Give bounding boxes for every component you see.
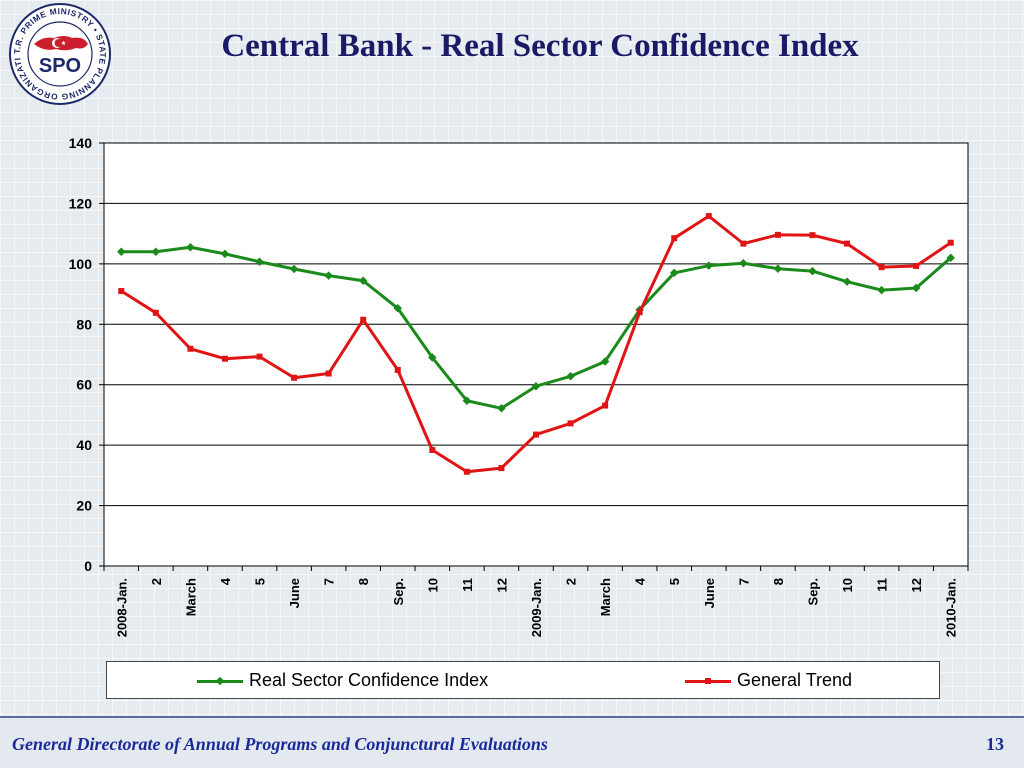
data-point [533, 432, 539, 438]
y-tick-label: 100 [69, 256, 93, 272]
x-tick-label: 7 [736, 578, 751, 585]
data-point [360, 317, 366, 323]
footer-text: General Directorate of Annual Programs a… [12, 734, 548, 755]
footer-bar: General Directorate of Annual Programs a… [0, 718, 1024, 768]
data-point [706, 213, 712, 219]
data-point [775, 232, 781, 238]
y-tick-label: 60 [76, 377, 92, 393]
x-tick-label: 4 [633, 577, 648, 585]
chart-legend: Real Sector Confidence Index General Tre… [106, 661, 940, 699]
x-tick-label: 5 [667, 578, 682, 585]
x-tick-label: 2 [149, 578, 164, 585]
x-tick-label: 2009-Jan. [529, 578, 544, 637]
data-point [326, 371, 332, 377]
data-point [948, 240, 954, 246]
data-point [153, 310, 159, 316]
data-point [429, 447, 435, 453]
x-tick-label: March [598, 578, 613, 616]
data-point [291, 375, 297, 381]
y-tick-label: 140 [69, 135, 93, 151]
data-point [637, 309, 643, 315]
data-point [257, 354, 263, 360]
data-point [879, 264, 885, 270]
data-point [187, 346, 193, 352]
x-tick-label: 12 [909, 578, 924, 592]
x-tick-label: 11 [875, 578, 890, 592]
legend-swatch-red [685, 676, 731, 686]
y-tick-label: 120 [69, 195, 93, 211]
x-tick-label: Sep. [391, 578, 406, 605]
data-point [118, 288, 124, 294]
legend-label-rsci: Real Sector Confidence Index [249, 670, 488, 691]
data-point [913, 263, 919, 269]
x-tick-label: 2010-Jan. [944, 578, 959, 637]
data-point [568, 420, 574, 426]
data-point [602, 403, 608, 409]
x-tick-label: 2008-Jan. [114, 578, 129, 637]
data-point [222, 356, 228, 362]
x-axis-ticks: 2008-Jan. 2 March 4 5 June 7 8 Sep. 10 11 12 2009-Ja… [104, 566, 968, 637]
data-point [844, 241, 850, 247]
x-tick-label: March [183, 578, 198, 616]
x-tick-label: 10 [840, 578, 855, 592]
data-point [464, 469, 470, 475]
x-tick-label: 4 [218, 577, 233, 585]
x-tick-label: 8 [771, 578, 786, 585]
x-tick-label: June [287, 578, 302, 608]
y-axis-ticks: 0 20 40 60 80 100 120 140 [69, 135, 104, 574]
y-tick-label: 0 [84, 558, 92, 574]
y-tick-label: 20 [76, 498, 92, 514]
data-point [671, 235, 677, 241]
line-chart: 0 20 40 60 80 100 120 140 2008-Jan. 2 March 4 5 June… [0, 0, 1024, 660]
legend-label-general-trend: General Trend [737, 670, 852, 691]
x-tick-label: 10 [425, 578, 440, 592]
data-point [809, 232, 815, 238]
data-point [498, 465, 504, 471]
x-tick-label: 5 [253, 578, 268, 585]
data-point [395, 367, 401, 373]
data-point [740, 241, 746, 247]
x-tick-label: 11 [460, 578, 475, 592]
page-number: 13 [986, 734, 1004, 755]
x-tick-label: 7 [322, 578, 337, 585]
x-tick-label: 12 [494, 578, 509, 592]
y-tick-label: 80 [76, 316, 92, 332]
legend-swatch-green [197, 676, 243, 686]
legend-item-rsci: Real Sector Confidence Index [197, 670, 488, 691]
x-tick-label: June [702, 578, 717, 608]
y-tick-label: 40 [76, 437, 92, 453]
x-tick-label: Sep. [805, 578, 820, 605]
legend-item-general-trend: General Trend [685, 670, 852, 691]
plot-area [104, 143, 968, 566]
x-tick-label: 2 [564, 578, 579, 585]
x-tick-label: 8 [356, 578, 371, 585]
